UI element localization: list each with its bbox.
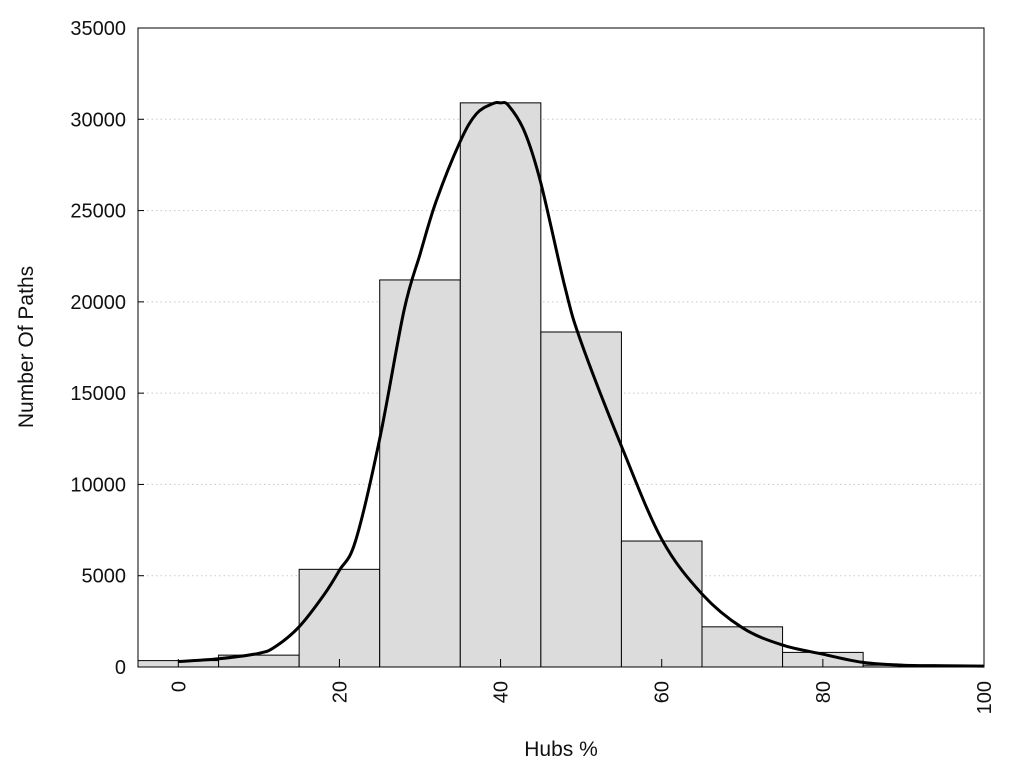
x-tick-label-2: 40: [491, 681, 513, 703]
y-tick-label-4: 20000: [70, 292, 126, 314]
histogram-bar-3: [379, 279, 461, 668]
histogram-bar-6: [620, 540, 703, 668]
y-tick-label-3: 15000: [70, 383, 126, 405]
y-tick-label-6: 30000: [70, 109, 126, 131]
histogram-bars: [137, 102, 945, 668]
histogram-bar-4: [459, 102, 542, 668]
y-tick-label-2: 10000: [70, 474, 126, 496]
y-tick-labels: 0 5000 10000 15000 20000 25000 30000 35000: [70, 18, 126, 679]
density-curve: [178, 100, 985, 668]
y-tick-label-1: 5000: [82, 566, 127, 588]
x-tick-label-0: 0: [168, 681, 190, 692]
y-tick-label-0: 0: [115, 657, 126, 679]
y-axis-title: Number Of Paths: [15, 266, 38, 428]
histogram-bar-2: [298, 568, 381, 668]
x-tick-label-3: 60: [652, 681, 674, 703]
x-tick-labels: 0 20 40 60 80 100: [168, 681, 996, 714]
x-tick-label-5: 100: [974, 681, 996, 714]
y-tick-label-7: 35000: [70, 18, 126, 40]
x-tick-label-4: 80: [813, 681, 835, 703]
x-axis-title: Hubs %: [524, 738, 598, 761]
y-tick-label-5: 25000: [70, 201, 126, 223]
histogram-bar-5: [540, 331, 622, 668]
x-tick-label-1: 20: [329, 681, 351, 703]
histogram-bar-7: [701, 626, 784, 668]
plot-frame: [137, 27, 985, 668]
